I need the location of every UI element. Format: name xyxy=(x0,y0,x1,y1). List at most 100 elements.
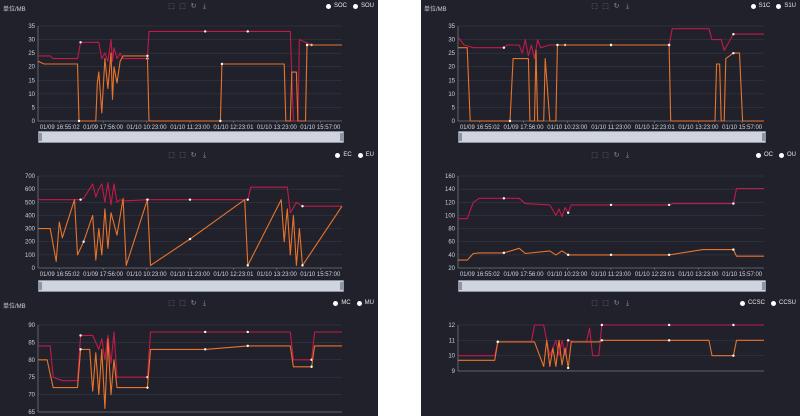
unit-label: 单位/MB xyxy=(424,7,447,13)
y-tick-label: 400 xyxy=(25,213,36,219)
restore-icon[interactable]: ↻ xyxy=(190,151,197,159)
legend-item[interactable]: SOU xyxy=(352,3,374,9)
data-zoom-slider[interactable] xyxy=(458,280,766,292)
legend-dot-icon xyxy=(776,3,782,9)
zoom-reset-icon[interactable]: ⬚ xyxy=(602,151,609,159)
legend-dot-icon xyxy=(325,3,331,9)
data-point xyxy=(667,203,671,207)
zoom-handle-left[interactable] xyxy=(39,133,42,141)
legend-item[interactable]: CCSU xyxy=(770,300,796,306)
download-icon[interactable]: ⤓ xyxy=(202,299,207,307)
x-tick-label: 01/10 15:57:00 xyxy=(722,272,763,278)
line-chart: 0 100 200 300 400 500 600 700 01/09 16:55:02 01/0… xyxy=(25,174,343,278)
legend: SOC SOU xyxy=(325,3,374,9)
restore-icon[interactable]: ↻ xyxy=(613,2,620,10)
y-tick-label: 9 xyxy=(452,369,456,375)
y-tick-label: 15 xyxy=(28,78,35,84)
legend: EC EU xyxy=(335,152,374,158)
download-icon[interactable]: ⤓ xyxy=(202,151,207,159)
y-tick-label: 200 xyxy=(25,240,36,246)
y-tick-label: 10 xyxy=(448,354,455,360)
data-zoom-slider[interactable] xyxy=(458,131,766,143)
restore-icon[interactable]: ↻ xyxy=(613,151,620,159)
zoom-reset-icon[interactable]: ⬚ xyxy=(179,151,186,159)
data-point xyxy=(732,248,735,251)
legend-dot-icon xyxy=(333,300,339,306)
y-tick-label: 600 xyxy=(25,187,36,193)
zoom-reset-icon[interactable]: ⬚ xyxy=(179,299,186,307)
series-line-soc xyxy=(38,30,342,122)
data-point xyxy=(82,240,85,243)
download-icon[interactable]: ⤓ xyxy=(625,299,630,307)
data-point xyxy=(219,119,222,123)
chart-panel-mc-mu: 单位/MB ⬚ ⬚ ↻ ⤓ MC MU 65 70 75 80 85 90 xyxy=(0,297,378,416)
legend-dot-icon xyxy=(356,300,362,306)
data-point xyxy=(667,43,671,47)
download-icon[interactable]: ⤓ xyxy=(202,2,207,10)
legend-item[interactable]: MC xyxy=(333,300,351,306)
legend-item[interactable]: EC xyxy=(335,152,352,158)
y-tick-label: 40 xyxy=(448,253,455,259)
zoom-handle-left[interactable] xyxy=(39,282,42,290)
data-zoom-slider[interactable] xyxy=(38,280,344,292)
data-point xyxy=(732,51,735,55)
legend-dot-icon xyxy=(739,300,745,306)
zoom-tool-icon[interactable]: ⬚ xyxy=(591,299,598,307)
zoom-reset-icon[interactable]: ⬚ xyxy=(602,299,609,307)
restore-icon[interactable]: ↻ xyxy=(613,299,620,307)
data-point xyxy=(77,119,81,123)
y-tick-label: 5 xyxy=(32,105,36,111)
data-point xyxy=(600,323,604,327)
data-point xyxy=(566,253,570,257)
legend-item[interactable]: OC xyxy=(756,152,773,158)
x-tick-label: 01/10 15:57:00 xyxy=(300,272,341,278)
y-tick-label: 0 xyxy=(452,119,456,125)
unit-label: 单位/MB xyxy=(3,7,26,13)
legend-item[interactable]: S1C xyxy=(750,3,770,9)
zoom-handle-left[interactable] xyxy=(459,133,462,141)
data-point xyxy=(600,339,604,342)
x-tick-label: 01/09 17:56:00 xyxy=(83,125,124,131)
download-icon[interactable]: ⤓ xyxy=(625,2,630,10)
data-point xyxy=(502,46,506,49)
legend-dot-icon xyxy=(335,152,341,158)
zoom-tool-icon[interactable]: ⬚ xyxy=(168,2,175,10)
zoom-reset-icon[interactable]: ⬚ xyxy=(602,2,609,10)
data-zoom-slider[interactable] xyxy=(38,131,344,143)
zoom-handle-right[interactable] xyxy=(340,133,343,141)
zoom-tool-icon[interactable]: ⬚ xyxy=(168,151,175,159)
zoom-handle-right[interactable] xyxy=(762,133,765,141)
data-point xyxy=(146,386,149,389)
restore-icon[interactable]: ↻ xyxy=(190,2,197,10)
y-tick-label: 10 xyxy=(28,92,35,98)
data-point xyxy=(502,197,506,200)
data-point xyxy=(204,348,207,351)
legend: OC OU xyxy=(756,152,796,158)
restore-icon[interactable]: ↻ xyxy=(190,299,197,307)
legend-item[interactable]: EU xyxy=(357,152,374,158)
legend-item[interactable]: S1U xyxy=(776,3,796,9)
zoom-handle-right[interactable] xyxy=(762,282,765,290)
zoom-handle-right[interactable] xyxy=(340,282,343,290)
y-tick-label: 30 xyxy=(448,38,455,44)
legend-item[interactable]: MU xyxy=(356,300,374,306)
legend-item[interactable]: OU xyxy=(779,152,796,158)
zoom-reset-icon[interactable]: ⬚ xyxy=(179,2,186,10)
legend-item[interactable]: SOC xyxy=(325,3,347,9)
x-tick-label: 01/10 13:23:00 xyxy=(678,272,719,278)
data-point xyxy=(609,43,613,47)
series-line-ec xyxy=(38,182,342,214)
zoom-tool-icon[interactable]: ⬚ xyxy=(591,2,598,10)
data-point xyxy=(204,30,207,33)
download-icon[interactable]: ⤓ xyxy=(625,151,630,159)
zoom-tool-icon[interactable]: ⬚ xyxy=(168,299,175,307)
zoom-handle-left[interactable] xyxy=(459,282,462,290)
chart-panel-soc-sou: 单位/MB ⬚ ⬚ ↻ ⤓ SOC SOU 0 5 10 15 20 25 30 35 01/0… xyxy=(0,0,378,150)
zoom-tool-icon[interactable]: ⬚ xyxy=(591,151,598,159)
data-point xyxy=(667,253,671,257)
y-tick-label: 11 xyxy=(449,338,456,344)
x-tick-label: 01/10 15:57:00 xyxy=(300,125,341,131)
legend-item[interactable]: CCSC xyxy=(739,300,765,306)
data-point xyxy=(79,348,82,351)
x-tick-label: 01/10 10:23:00 xyxy=(547,125,588,131)
